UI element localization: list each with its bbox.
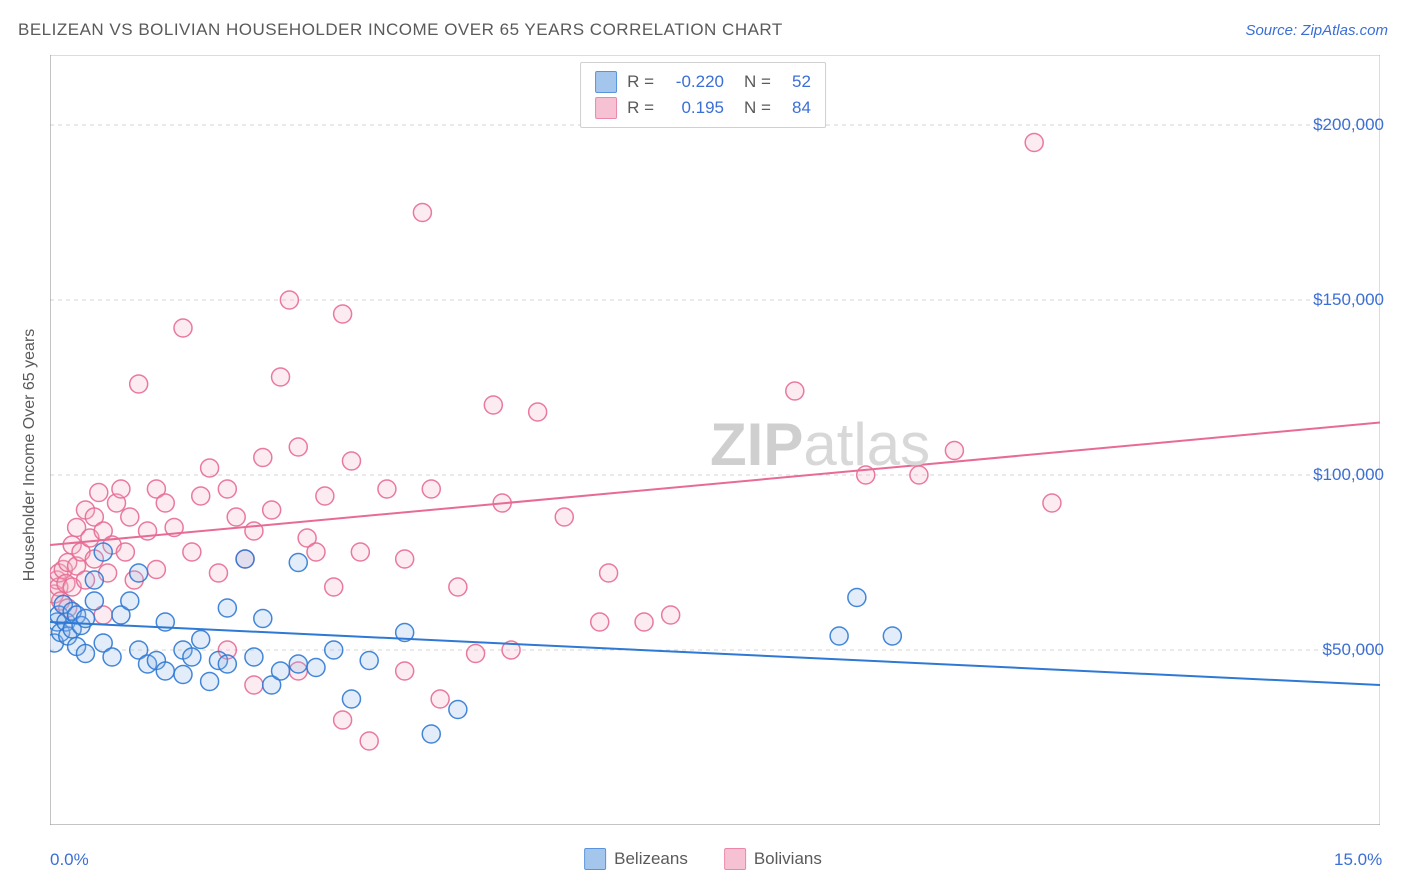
swatch-pink	[724, 848, 746, 870]
corr-row-blue: R = -0.220 N = 52	[595, 69, 811, 95]
source-link[interactable]: Source: ZipAtlas.com	[1245, 22, 1388, 39]
y-tick-label: $200,000	[1313, 115, 1384, 135]
x-axis-label: 15.0%	[1334, 850, 1382, 870]
swatch-pink	[595, 97, 617, 119]
y-tick-label: $150,000	[1313, 290, 1384, 310]
chart-title: BELIZEAN VS BOLIVIAN HOUSEHOLDER INCOME …	[18, 20, 783, 40]
scatter-plot	[50, 55, 1380, 825]
y-tick-label: $100,000	[1313, 465, 1384, 485]
x-axis-label: 0.0%	[50, 850, 89, 870]
swatch-blue	[584, 848, 606, 870]
corr-row-pink: R = 0.195 N = 84	[595, 95, 811, 121]
legend-item-pink: Bolivians	[724, 848, 822, 870]
header-bar: BELIZEAN VS BOLIVIAN HOUSEHOLDER INCOME …	[18, 20, 1388, 40]
legend-item-blue: Belizeans	[584, 848, 688, 870]
y-tick-label: $50,000	[1323, 640, 1384, 660]
correlation-legend: R = -0.220 N = 52 R = 0.195 N = 84	[580, 62, 826, 128]
series-legend: Belizeans Bolivians	[584, 848, 822, 870]
swatch-blue	[595, 71, 617, 93]
y-axis-label: Householder Income Over 65 years	[21, 329, 39, 582]
